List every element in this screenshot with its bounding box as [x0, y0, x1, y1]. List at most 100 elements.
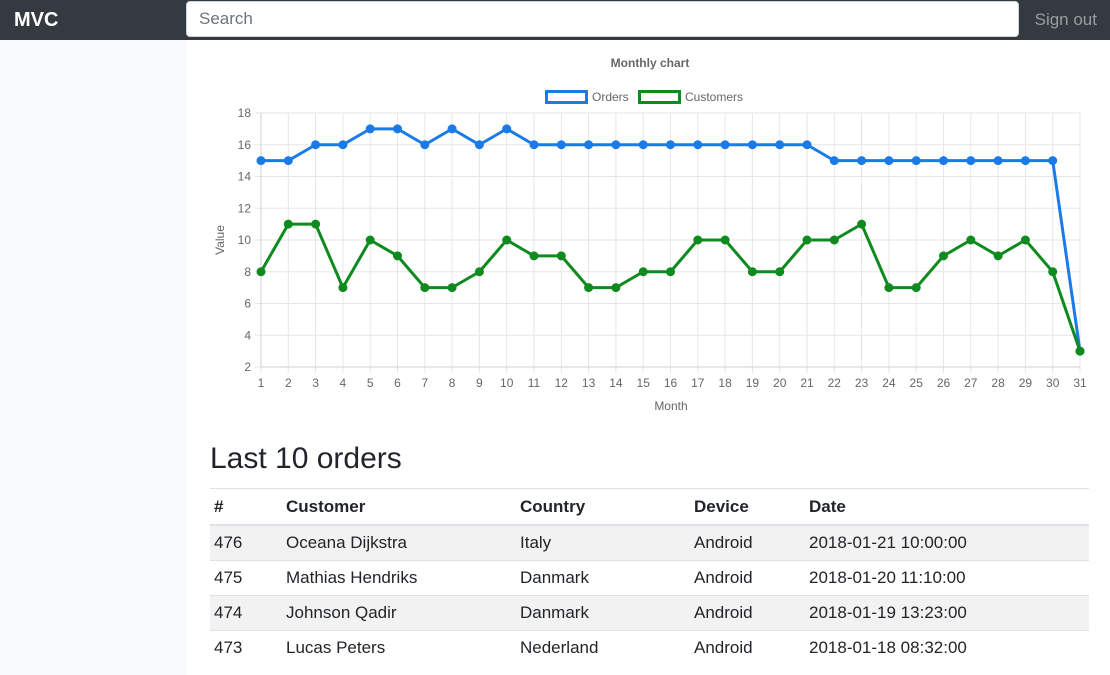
- legend-swatch-orders: [545, 90, 588, 104]
- legend-label-customers: Customers: [685, 90, 743, 104]
- x-tick-label: 8: [449, 376, 456, 390]
- column-header-customer: Customer: [282, 488, 516, 526]
- data-point-customers: [638, 267, 648, 277]
- order-number: 476: [210, 524, 282, 561]
- brand-logo[interactable]: MVC: [14, 9, 59, 31]
- x-tick-label: 18: [718, 376, 732, 390]
- data-point-customers: [1048, 267, 1058, 277]
- order-date: 2018-01-18 08:32:00: [805, 630, 1089, 665]
- data-point-orders: [256, 156, 266, 166]
- data-point-orders: [720, 140, 730, 150]
- data-point-orders: [666, 140, 675, 150]
- order-device: Android: [690, 560, 805, 596]
- data-point-customers: [256, 267, 266, 277]
- data-point-customers: [556, 251, 566, 261]
- x-axis-label: Month: [654, 399, 687, 413]
- x-tick-label: 31: [1073, 376, 1087, 390]
- x-tick-label: 27: [964, 376, 978, 390]
- data-point-orders: [1048, 156, 1058, 166]
- x-tick-label: 6: [394, 376, 401, 390]
- top-navbar: MVC Sign out: [0, 0, 1110, 40]
- data-point-customers: [693, 235, 703, 245]
- data-point-orders: [393, 124, 402, 134]
- data-point-orders: [311, 140, 321, 150]
- y-tick-label: 10: [238, 233, 252, 247]
- data-point-orders: [993, 156, 1003, 166]
- order-device: Android: [690, 630, 805, 665]
- data-point-orders: [611, 140, 621, 150]
- data-point-customers: [884, 283, 894, 293]
- data-point-customers: [939, 251, 948, 261]
- data-point-customers: [311, 219, 321, 229]
- data-point-customers: [365, 235, 375, 245]
- data-point-orders: [502, 124, 512, 134]
- y-tick-label: 2: [244, 360, 251, 374]
- data-point-orders: [1020, 156, 1030, 166]
- order-date: 2018-01-20 11:10:00: [805, 560, 1089, 596]
- x-tick-label: 13: [582, 376, 596, 390]
- data-point-customers: [338, 283, 348, 293]
- data-point-customers: [666, 267, 675, 277]
- column-header-number: #: [210, 488, 282, 526]
- x-tick-label: 21: [800, 376, 814, 390]
- y-tick-label: 16: [238, 138, 252, 152]
- y-tick-label: 4: [244, 328, 251, 342]
- orders-table: # Customer Country Device Date 476 Ocean…: [210, 488, 1089, 665]
- data-point-customers: [966, 235, 976, 245]
- y-tick-label: 18: [238, 106, 252, 120]
- orders-section-title: Last 10 orders: [210, 442, 402, 475]
- data-point-orders: [529, 140, 539, 150]
- data-point-customers: [1020, 235, 1030, 245]
- data-point-customers: [829, 235, 839, 245]
- data-point-customers: [911, 283, 921, 293]
- data-point-orders: [338, 140, 348, 150]
- data-point-orders: [966, 156, 976, 166]
- x-tick-label: 1: [258, 376, 265, 390]
- data-point-customers: [447, 283, 457, 293]
- order-number: 473: [210, 630, 282, 665]
- x-tick-label: 3: [312, 376, 319, 390]
- data-point-orders: [775, 140, 785, 150]
- data-point-customers: [584, 283, 594, 293]
- data-point-orders: [802, 140, 812, 150]
- x-tick-label: 11: [528, 376, 541, 390]
- y-tick-label: 14: [238, 170, 252, 184]
- y-tick-label: 8: [244, 265, 251, 279]
- search-input[interactable]: [186, 1, 1019, 37]
- x-tick-label: 22: [828, 376, 842, 390]
- order-number: 475: [210, 560, 282, 596]
- x-tick-label: 26: [937, 376, 951, 390]
- order-customer: Oceana Dijkstra: [282, 524, 516, 561]
- data-point-customers: [529, 251, 539, 261]
- orders-table-header: # Customer Country Device Date: [210, 488, 1089, 526]
- order-device: Android: [690, 595, 805, 631]
- main-content: 2 4 6 8 10 12 14 16 18 1 2 3 4 5 6 7 8 9 10 11 12 13 14 15 16 17 1…: [186, 40, 1110, 675]
- data-point-customers: [747, 267, 757, 277]
- x-tick-label: 28: [991, 376, 1005, 390]
- data-point-customers: [775, 267, 785, 277]
- x-tick-label: 17: [691, 376, 705, 390]
- table-row: 474 Johnson Qadir Danmark Android 2018-0…: [210, 595, 1089, 631]
- data-point-orders: [447, 124, 457, 134]
- x-tick-label: 10: [500, 376, 514, 390]
- data-point-orders: [693, 140, 703, 150]
- y-axis-label: Value: [213, 225, 227, 255]
- x-tick-label: 23: [855, 376, 869, 390]
- data-point-orders: [638, 140, 648, 150]
- x-tick-label: 14: [609, 376, 623, 390]
- data-point-orders: [857, 156, 867, 166]
- x-tick-label: 24: [882, 376, 896, 390]
- data-point-customers: [802, 235, 812, 245]
- order-country: Nederland: [516, 630, 690, 665]
- x-tick-label: 19: [746, 376, 760, 390]
- data-point-customers: [993, 251, 1003, 261]
- x-tick-label: 15: [637, 376, 651, 390]
- data-point-customers: [474, 267, 484, 277]
- data-point-customers: [393, 251, 402, 261]
- column-header-device: Device: [690, 488, 805, 526]
- data-point-customers: [611, 283, 621, 293]
- order-date: 2018-01-21 10:00:00: [805, 524, 1089, 561]
- sign-out-link[interactable]: Sign out: [1034, 10, 1097, 29]
- order-device: Android: [690, 524, 805, 561]
- x-tick-label: 16: [664, 376, 678, 390]
